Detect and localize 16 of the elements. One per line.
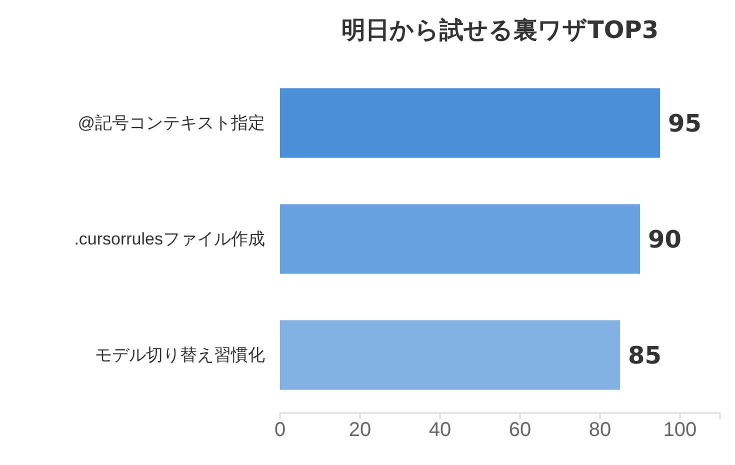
chart-title: 明日から試せる裏ワザTOP3 (341, 16, 659, 44)
x-tick-label: 40 (428, 419, 452, 442)
y-tick-label: モデル切り替え習慣化 (95, 345, 265, 364)
bar (280, 320, 620, 390)
x-tick-label: 0 (274, 419, 286, 442)
data-label: 85 (628, 341, 662, 370)
bar (280, 88, 660, 158)
bar (280, 204, 640, 274)
x-tick-label: 60 (508, 419, 532, 442)
data-label: 90 (648, 225, 682, 254)
x-tick-label: 100 (663, 419, 697, 442)
x-tick-label: 80 (588, 419, 612, 442)
y-tick-label: @記号コンテキスト指定 (78, 113, 265, 132)
data-label: 95 (668, 109, 702, 138)
x-tick-label: 20 (348, 419, 372, 442)
y-tick-label: .cursorrulesファイル作成 (74, 229, 265, 248)
